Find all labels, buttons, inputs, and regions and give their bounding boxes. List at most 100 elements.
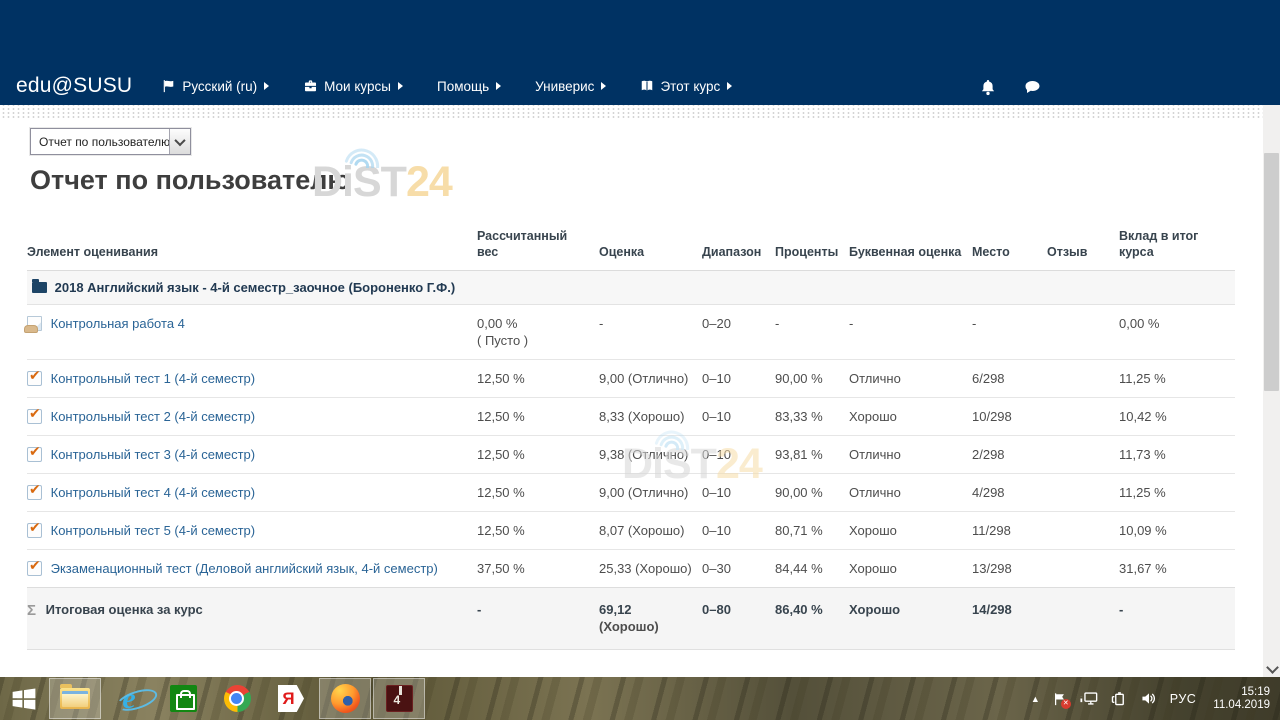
grade-item-link[interactable]: Контрольный тест 4 (4-й семестр) <box>50 485 256 500</box>
table-row: Контрольный тест 4 (4-й семестр) 12,50 %… <box>27 473 1235 512</box>
nav-univeris-label: Универис <box>535 78 595 94</box>
cell-rank: 11/298 <box>972 511 1047 550</box>
cell-rank: 10/298 <box>972 397 1047 436</box>
chevron-down-icon <box>174 134 186 146</box>
cell-weight: 37,50 % <box>477 549 599 588</box>
cell-weight: 12,50 % <box>477 473 599 512</box>
internet-explorer-icon: e <box>122 681 136 715</box>
scrollbar-down-arrow[interactable] <box>1266 662 1277 673</box>
cell-letter: Отлично <box>849 435 972 474</box>
nav-help-menu[interactable]: Помощь <box>437 79 502 94</box>
cell-contribution: 11,25 % <box>1119 359 1235 398</box>
network-icon[interactable] <box>1080 691 1098 706</box>
select-dropdown-button[interactable] <box>169 129 190 154</box>
report-type-select[interactable]: Отчет по пользователю <box>30 128 191 155</box>
cell-weight: 0,00 %( Пусто ) <box>477 304 599 360</box>
vertical-scrollbar[interactable] <box>1263 105 1280 677</box>
package-app-icon <box>385 685 413 712</box>
battery-icon[interactable] <box>1111 691 1128 706</box>
activity-icon <box>27 443 42 462</box>
activity-icon <box>27 557 42 576</box>
cell-range: 0–10 <box>702 473 775 512</box>
taskbar-clock[interactable]: 15:19 11.04.2019 <box>1209 686 1270 712</box>
taskbar-firefox[interactable] <box>319 678 371 719</box>
briefcase-icon <box>303 79 318 93</box>
cell-letter: Хорошо <box>849 549 972 588</box>
table-row: Контрольная работа 4 0,00 %( Пусто ) - 0… <box>25 304 1235 360</box>
taskbar-windows-store[interactable] <box>157 678 209 719</box>
course-category-row: 2018 Английский язык - 4-й семестр_заочн… <box>27 270 1235 305</box>
activity-icon <box>27 405 42 424</box>
table-row: Контрольный тест 3 (4-й семестр) 12,50 %… <box>27 435 1235 474</box>
cell-weight: 12,50 % <box>477 359 599 398</box>
yandex-browser-icon: Я <box>278 685 304 712</box>
volume-icon[interactable] <box>1141 691 1157 706</box>
col-grade-item: Элемент оценивания <box>27 245 158 259</box>
total-feedback <box>1047 587 1119 650</box>
cell-rank: 13/298 <box>972 549 1047 588</box>
course-total-row: Σ Итоговая оценка за курс - 69,12 (Хорошо… <box>27 587 1235 650</box>
language-indicator[interactable]: РУС <box>1169 691 1197 706</box>
grade-item-link[interactable]: Контрольный тест 5 (4-й семестр) <box>50 523 256 538</box>
cell-contribution: 10,42 % <box>1119 397 1235 436</box>
grade-item-link[interactable]: Контрольный тест 2 (4-й семестр) <box>50 409 256 424</box>
cell-letter: Отлично <box>849 473 972 512</box>
cell-range: 0–10 <box>702 397 775 436</box>
sigma-icon: Σ <box>27 602 37 619</box>
taskbar-internet-explorer[interactable]: e <box>103 678 155 719</box>
grade-item-link[interactable]: Контрольный тест 3 (4-й семестр) <box>50 447 256 462</box>
action-center-flag-icon[interactable]: ✕ <box>1053 692 1071 709</box>
grade-item-link[interactable]: Контрольная работа 4 <box>50 316 185 331</box>
cell-percentage: 93,81 % <box>775 435 849 474</box>
cell-range: 0–10 <box>702 435 775 474</box>
hidden-icons-chevron[interactable]: ▲ <box>1030 693 1040 704</box>
cell-grade: 25,33 (Хорошо) <box>599 549 702 588</box>
total-letter: Хорошо <box>849 587 972 650</box>
nav-this-course-menu[interactable]: Этот курс <box>640 79 733 94</box>
site-logo[interactable]: edu@SUSU <box>16 74 133 97</box>
notifications-bell-icon[interactable] <box>980 79 996 96</box>
cell-feedback <box>1047 359 1119 398</box>
cell-percentage: 90,00 % <box>775 359 849 398</box>
course-category-title: 2018 Английский язык - 4-й семестр_заочн… <box>54 280 456 295</box>
clock-date: 11.04.2019 <box>1213 698 1270 711</box>
cell-grade: 9,00 (Отлично) <box>599 473 702 512</box>
nav-language-menu[interactable]: Русский (ru) <box>162 79 270 94</box>
caret-right-icon <box>601 82 607 90</box>
cell-feedback <box>1047 549 1119 588</box>
cell-range: 0–10 <box>702 359 775 398</box>
taskbar-package-app[interactable] <box>373 678 425 719</box>
col-calculated-weight: Рассчитанный вес <box>477 229 568 259</box>
cell-letter: Хорошо <box>849 511 972 550</box>
total-grade: 69,12 (Хорошо) <box>599 587 702 650</box>
cell-feedback <box>1047 397 1119 436</box>
messages-chat-icon[interactable] <box>1024 79 1041 96</box>
start-button[interactable] <box>1 678 47 719</box>
cell-contribution: 0,00 % <box>1119 304 1235 360</box>
grade-item-link[interactable]: Контрольный тест 1 (4-й семестр) <box>50 371 256 386</box>
cell-feedback <box>1047 473 1119 512</box>
taskbar-chrome[interactable] <box>211 678 263 719</box>
course-total-label: Итоговая оценка за курс <box>45 602 203 617</box>
firefox-icon <box>330 684 360 713</box>
cell-percentage: 80,71 % <box>775 511 849 550</box>
taskbar-file-explorer[interactable] <box>49 678 101 719</box>
table-row: Контрольный тест 5 (4-й семестр) 12,50 %… <box>27 511 1235 550</box>
scrollbar-thumb[interactable] <box>1264 153 1279 391</box>
table-row: Контрольный тест 1 (4-й семестр) 12,50 %… <box>27 359 1235 398</box>
grade-item-link[interactable]: Экзаменационный тест (Деловой английский… <box>50 561 438 576</box>
grade-items: Контрольная работа 4 0,00 %( Пусто ) - 0… <box>25 304 1235 588</box>
cell-weight: 12,50 % <box>477 397 599 436</box>
site-header: edu@SUSU Русский (ru) Мои курсы Помощь <box>0 0 1280 105</box>
cell-percentage: 84,44 % <box>775 549 849 588</box>
taskbar-yandex-browser[interactable]: Я <box>265 678 317 719</box>
nav-univeris-menu[interactable]: Универис <box>535 78 607 94</box>
nav-my-courses-menu[interactable]: Мои курсы <box>303 79 403 94</box>
cell-letter: Хорошо <box>849 397 972 436</box>
total-contribution: - <box>1119 587 1235 650</box>
cell-percentage: 83,33 % <box>775 397 849 436</box>
col-grade: Оценка <box>599 245 645 259</box>
page-title: Отчет по пользователю <box>30 165 351 195</box>
col-percentage: Проценты <box>775 245 839 259</box>
